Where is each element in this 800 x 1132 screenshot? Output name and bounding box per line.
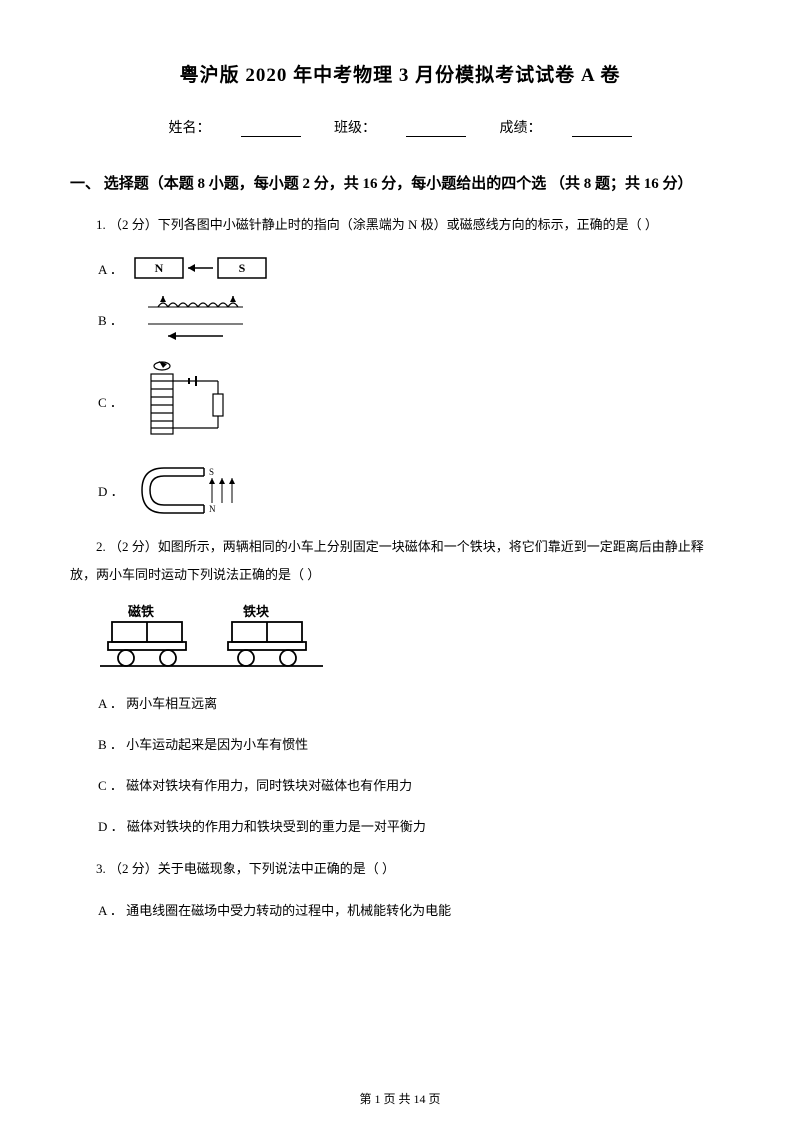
option-label: B ． (98, 310, 123, 329)
page-title: 粤沪版 2020 年中考物理 3 月份模拟考试试卷 A 卷 (70, 60, 730, 87)
option-label: C ． (98, 392, 123, 411)
magnet-ns-diagram: N S (133, 254, 283, 282)
option-label: D ． (98, 481, 124, 500)
q1-option-b: B ． (98, 294, 730, 344)
solenoid-circuit-diagram (133, 356, 263, 446)
student-info-line: 姓名： 班级： 成绩： (70, 117, 730, 137)
solenoid-diagram (133, 294, 273, 344)
name-label: 姓名： (169, 121, 211, 136)
svg-text:磁铁: 磁铁 (128, 604, 154, 619)
class-label: 班级： (334, 121, 376, 136)
section-header: 一、 选择题（本题 8 小题，每小题 2 分，共 16 分，每小题给出的四个选 … (70, 172, 730, 193)
q1-option-a: A ． N S (98, 254, 730, 282)
class-blank (406, 123, 466, 137)
svg-text:S: S (209, 467, 214, 477)
svg-text:S: S (239, 261, 246, 275)
q1-option-d: D ． S N (98, 458, 730, 523)
q2-option-d: D ． 磁体对铁块的作用力和铁块受到的重力是一对平衡力 (98, 817, 730, 838)
svg-text:铁块: 铁块 (242, 604, 270, 619)
option-label: A ． (98, 259, 123, 278)
score-label: 成绩： (500, 121, 542, 136)
q2-carts-diagram: 磁铁 铁块 (98, 604, 730, 674)
q2-option-b: B ． 小车运动起来是因为小车有惯性 (98, 735, 730, 756)
q2-option-c: C ． 磁体对铁块有作用力，同时铁块对磁体也有作用力 (98, 776, 730, 797)
q1-option-c: C ． (98, 356, 730, 446)
question-2-line1: 2. （2 分）如图所示，两辆相同的小车上分别固定一块磁体和一个铁块，将它们靠近… (70, 535, 730, 558)
q2-option-a: A ． 两小车相互远离 (98, 694, 730, 715)
question-3: 3. （2 分）关于电磁现象，下列说法中正确的是（ ） (70, 857, 730, 880)
horseshoe-magnet-diagram: S N (134, 458, 244, 523)
page-footer: 第 1 页 共 14 页 (0, 1090, 800, 1107)
question-1: 1. （2 分）下列各图中小磁针静止时的指向（涂黑端为 N 极）或磁感线方向的标… (70, 213, 730, 236)
svg-text:N: N (209, 504, 216, 514)
name-blank (241, 123, 301, 137)
svg-text:N: N (155, 261, 164, 275)
question-2-line2: 放，两小车同时运动下列说法正确的是（ ） (70, 563, 730, 586)
score-blank (572, 123, 632, 137)
q3-option-a: A ． 通电线圈在磁场中受力转动的过程中，机械能转化为电能 (98, 901, 730, 922)
